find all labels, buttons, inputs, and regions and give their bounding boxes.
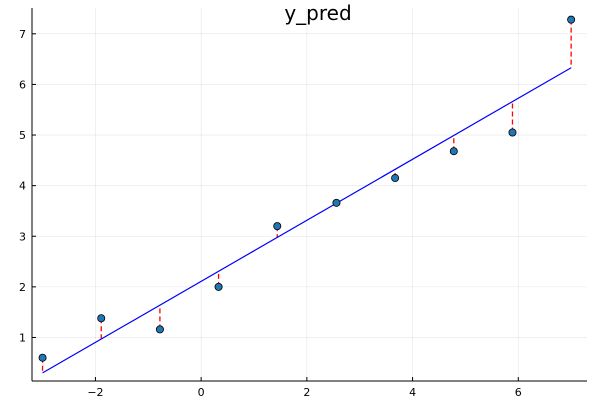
data-point [155,325,164,334]
chart-title: y_pred [284,1,351,25]
fit-line [42,67,572,374]
fit-line-group [42,67,572,374]
x-tick-label: 4 [409,386,416,399]
y-tick-label: 3 [19,230,26,243]
data-point [332,198,341,207]
data-points [38,15,576,362]
y-axis-ticks: 1 2 3 4 5 6 7 [19,28,36,344]
y-tick-label: 5 [19,129,26,142]
x-tick-label: 2 [303,386,310,399]
x-tick-label: 0 [198,386,205,399]
x-axis-ticks: −2 0 2 4 6 [87,377,522,399]
data-point [391,174,400,183]
data-point [38,353,47,362]
data-point [508,128,517,137]
x-tick-label: −2 [87,386,103,399]
y-tick-label: 7 [19,28,26,41]
y-tick-label: 1 [19,331,26,344]
axes [31,8,587,382]
y-tick-label: 6 [19,78,26,91]
data-point [214,282,223,291]
data-point [97,314,106,323]
x-tick-label: 6 [515,386,522,399]
data-point [567,15,576,24]
data-point [449,147,458,156]
data-point [273,222,282,231]
y-tick-label: 2 [19,281,26,294]
y-tick-label: 4 [19,180,26,193]
grid [32,8,587,381]
